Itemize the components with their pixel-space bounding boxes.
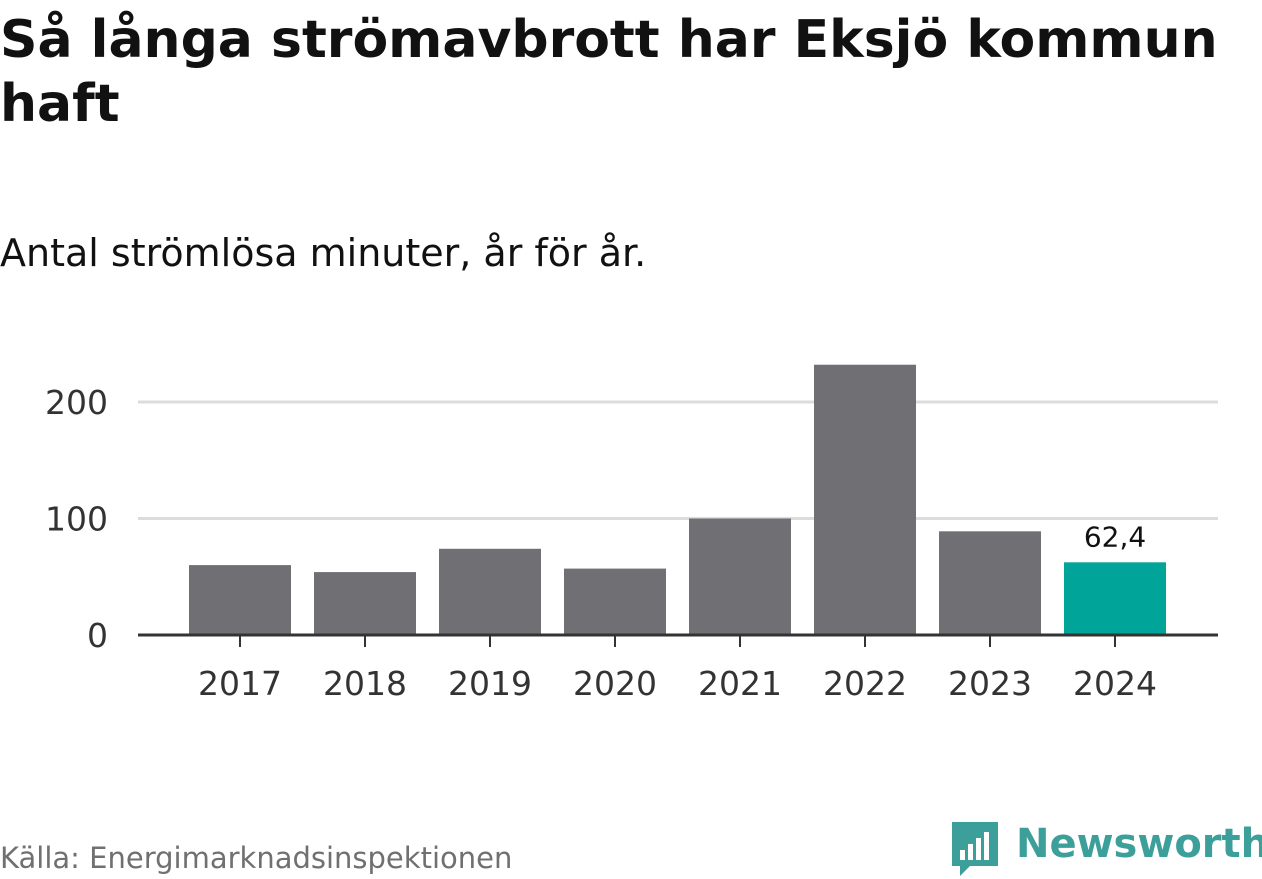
bar-2017	[189, 565, 291, 635]
bar-2022	[814, 364, 916, 635]
x-tick-label-2024: 2024	[1073, 664, 1157, 703]
labels: 0 100 200 2017 2018 2019 2020 2021 2022 2023 2024 6…	[45, 383, 1157, 703]
bars	[189, 364, 1166, 635]
x-tick-label-2019: 2019	[448, 664, 532, 703]
x-tick-label-2023: 2023	[948, 664, 1032, 703]
chart-subtitle: Antal strömlösa minuter, år för år.	[0, 231, 647, 275]
bar-2020	[564, 568, 666, 635]
bar-2024	[1064, 562, 1166, 635]
bar-2018	[314, 572, 416, 635]
bar-chart: 0 100 200 2017 2018 2019 2020 2021 2022 2023 2024 6…	[45, 364, 1218, 703]
x-tick-label-2022: 2022	[823, 664, 907, 703]
chart-title: Så långa strömavbrott har Eksjö kommun h…	[0, 10, 1218, 134]
brand-logo: Newsworthy	[950, 818, 1262, 878]
y-tick-label-200: 200	[45, 383, 108, 422]
x-tick-label-2018: 2018	[323, 664, 407, 703]
axes	[138, 633, 1218, 647]
newsworthy-logo-icon	[952, 822, 998, 876]
x-tick-label-2020: 2020	[573, 664, 657, 703]
data-label-2024: 62,4	[1084, 520, 1146, 553]
source-note: Källa: Energimarknadsinspektionen	[0, 841, 513, 875]
bar-2021	[689, 518, 791, 635]
brand-name: Newsworthy	[1016, 821, 1262, 867]
x-tick-label-2017: 2017	[198, 664, 282, 703]
bar-2023	[939, 531, 1041, 635]
y-tick-label-0: 0	[87, 616, 108, 655]
y-tick-label-100: 100	[45, 500, 108, 539]
grid-lines	[138, 400, 1218, 520]
x-tick-label-2021: 2021	[698, 664, 782, 703]
bar-2019	[439, 548, 541, 635]
